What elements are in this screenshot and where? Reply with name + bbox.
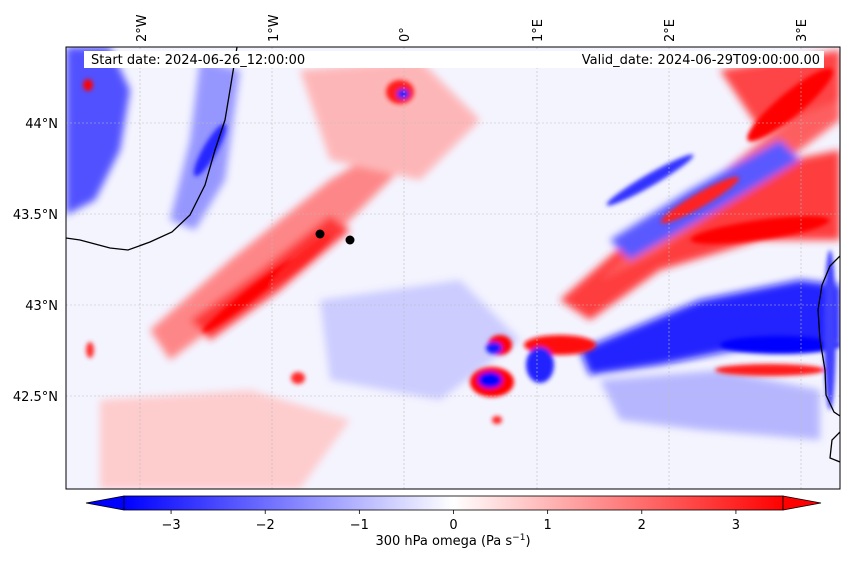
location-marker-1	[315, 229, 325, 239]
location-marker-2	[345, 235, 355, 245]
colorbar-tick-label: 0	[449, 518, 457, 533]
colorbar-tick-label: 2	[638, 518, 646, 533]
colorbar-tick-label: −3	[161, 518, 180, 533]
red-streak-ne-3	[660, 176, 740, 224]
red-spot-nw	[83, 79, 93, 91]
pale-red-south	[100, 390, 350, 489]
lat-label-43-5: 43.5°N	[13, 208, 58, 223]
red-streak-e2	[715, 364, 825, 376]
lat-label-43: 43°N	[25, 299, 58, 314]
vortex-north-core	[397, 89, 409, 99]
omega-field	[66, 47, 840, 489]
vortex-southwest	[291, 372, 305, 384]
blue-band-east	[580, 280, 840, 375]
coastline-east-small	[829, 431, 840, 463]
blue-streak-ne	[606, 154, 694, 206]
red-streak-ne-1	[690, 216, 830, 244]
valid-date-label: Valid_date: 2024-06-29T09:00:00.00	[582, 53, 820, 68]
lon-label-3e: 3°E	[795, 19, 810, 42]
colorbar-tick-label: −2	[256, 518, 275, 533]
colorbar-gradient	[123, 495, 784, 511]
red-streak-ne-2	[747, 68, 833, 142]
red-spot-sw	[86, 342, 94, 358]
red-upper-right	[720, 50, 840, 130]
lon-label-2e: 2°E	[663, 19, 678, 42]
coastline-west	[66, 47, 238, 251]
blue-streak-west	[193, 123, 227, 177]
longitude-labels: 2°W 1°W 0° 1°E 2°E 3°E	[135, 14, 810, 42]
red-streak-sw2	[269, 234, 331, 286]
lon-label-0: 0°	[398, 27, 413, 42]
blue-area-south-east	[600, 370, 820, 440]
lon-label-1e: 1°E	[531, 19, 546, 42]
colorbar-ticks	[170, 510, 737, 514]
coastline-east	[817, 255, 840, 417]
blue-strip-right-edge	[824, 250, 836, 410]
header-band	[84, 51, 824, 68]
lat-label-44: 44°N	[25, 117, 58, 132]
start-date-label: Start date: 2024-06-26_12:00:00	[91, 53, 305, 68]
colorbar: −3 −2 −1 0 1 2 3 300 hPa omega (Pa s−1)	[85, 495, 822, 549]
blue-region-west	[66, 47, 130, 215]
lat-label-42-5: 42.5°N	[13, 390, 58, 405]
colorbar-extend-low	[85, 495, 125, 511]
latitude-labels: 44°N 43.5°N 43°N 42.5°N	[13, 117, 58, 405]
pale-blue-center	[320, 280, 520, 400]
lon-label-1w: 1°W	[267, 14, 282, 42]
lon-label-2w: 2°W	[135, 14, 150, 42]
colorbar-extend-high	[782, 495, 822, 511]
colorbar-title: 300 hPa omega (Pa s−1)	[375, 533, 530, 549]
red-center-north	[300, 60, 480, 180]
vortex-center-blue	[486, 342, 502, 354]
colorbar-tick-label: 3	[732, 518, 740, 533]
blue-streak-east	[526, 347, 554, 383]
colorbar-tick-label: −1	[350, 518, 369, 533]
colorbar-tick-label: 1	[544, 518, 552, 533]
map-frame	[65, 46, 841, 490]
graticule	[66, 47, 840, 489]
vortex-south-blue	[478, 372, 502, 388]
blue-streak-e2	[720, 336, 840, 354]
colorbar-tick-labels: −3 −2 −1 0 1 2 3	[161, 518, 740, 533]
red-streak-sw	[202, 257, 298, 333]
red-spot-s	[492, 416, 502, 424]
